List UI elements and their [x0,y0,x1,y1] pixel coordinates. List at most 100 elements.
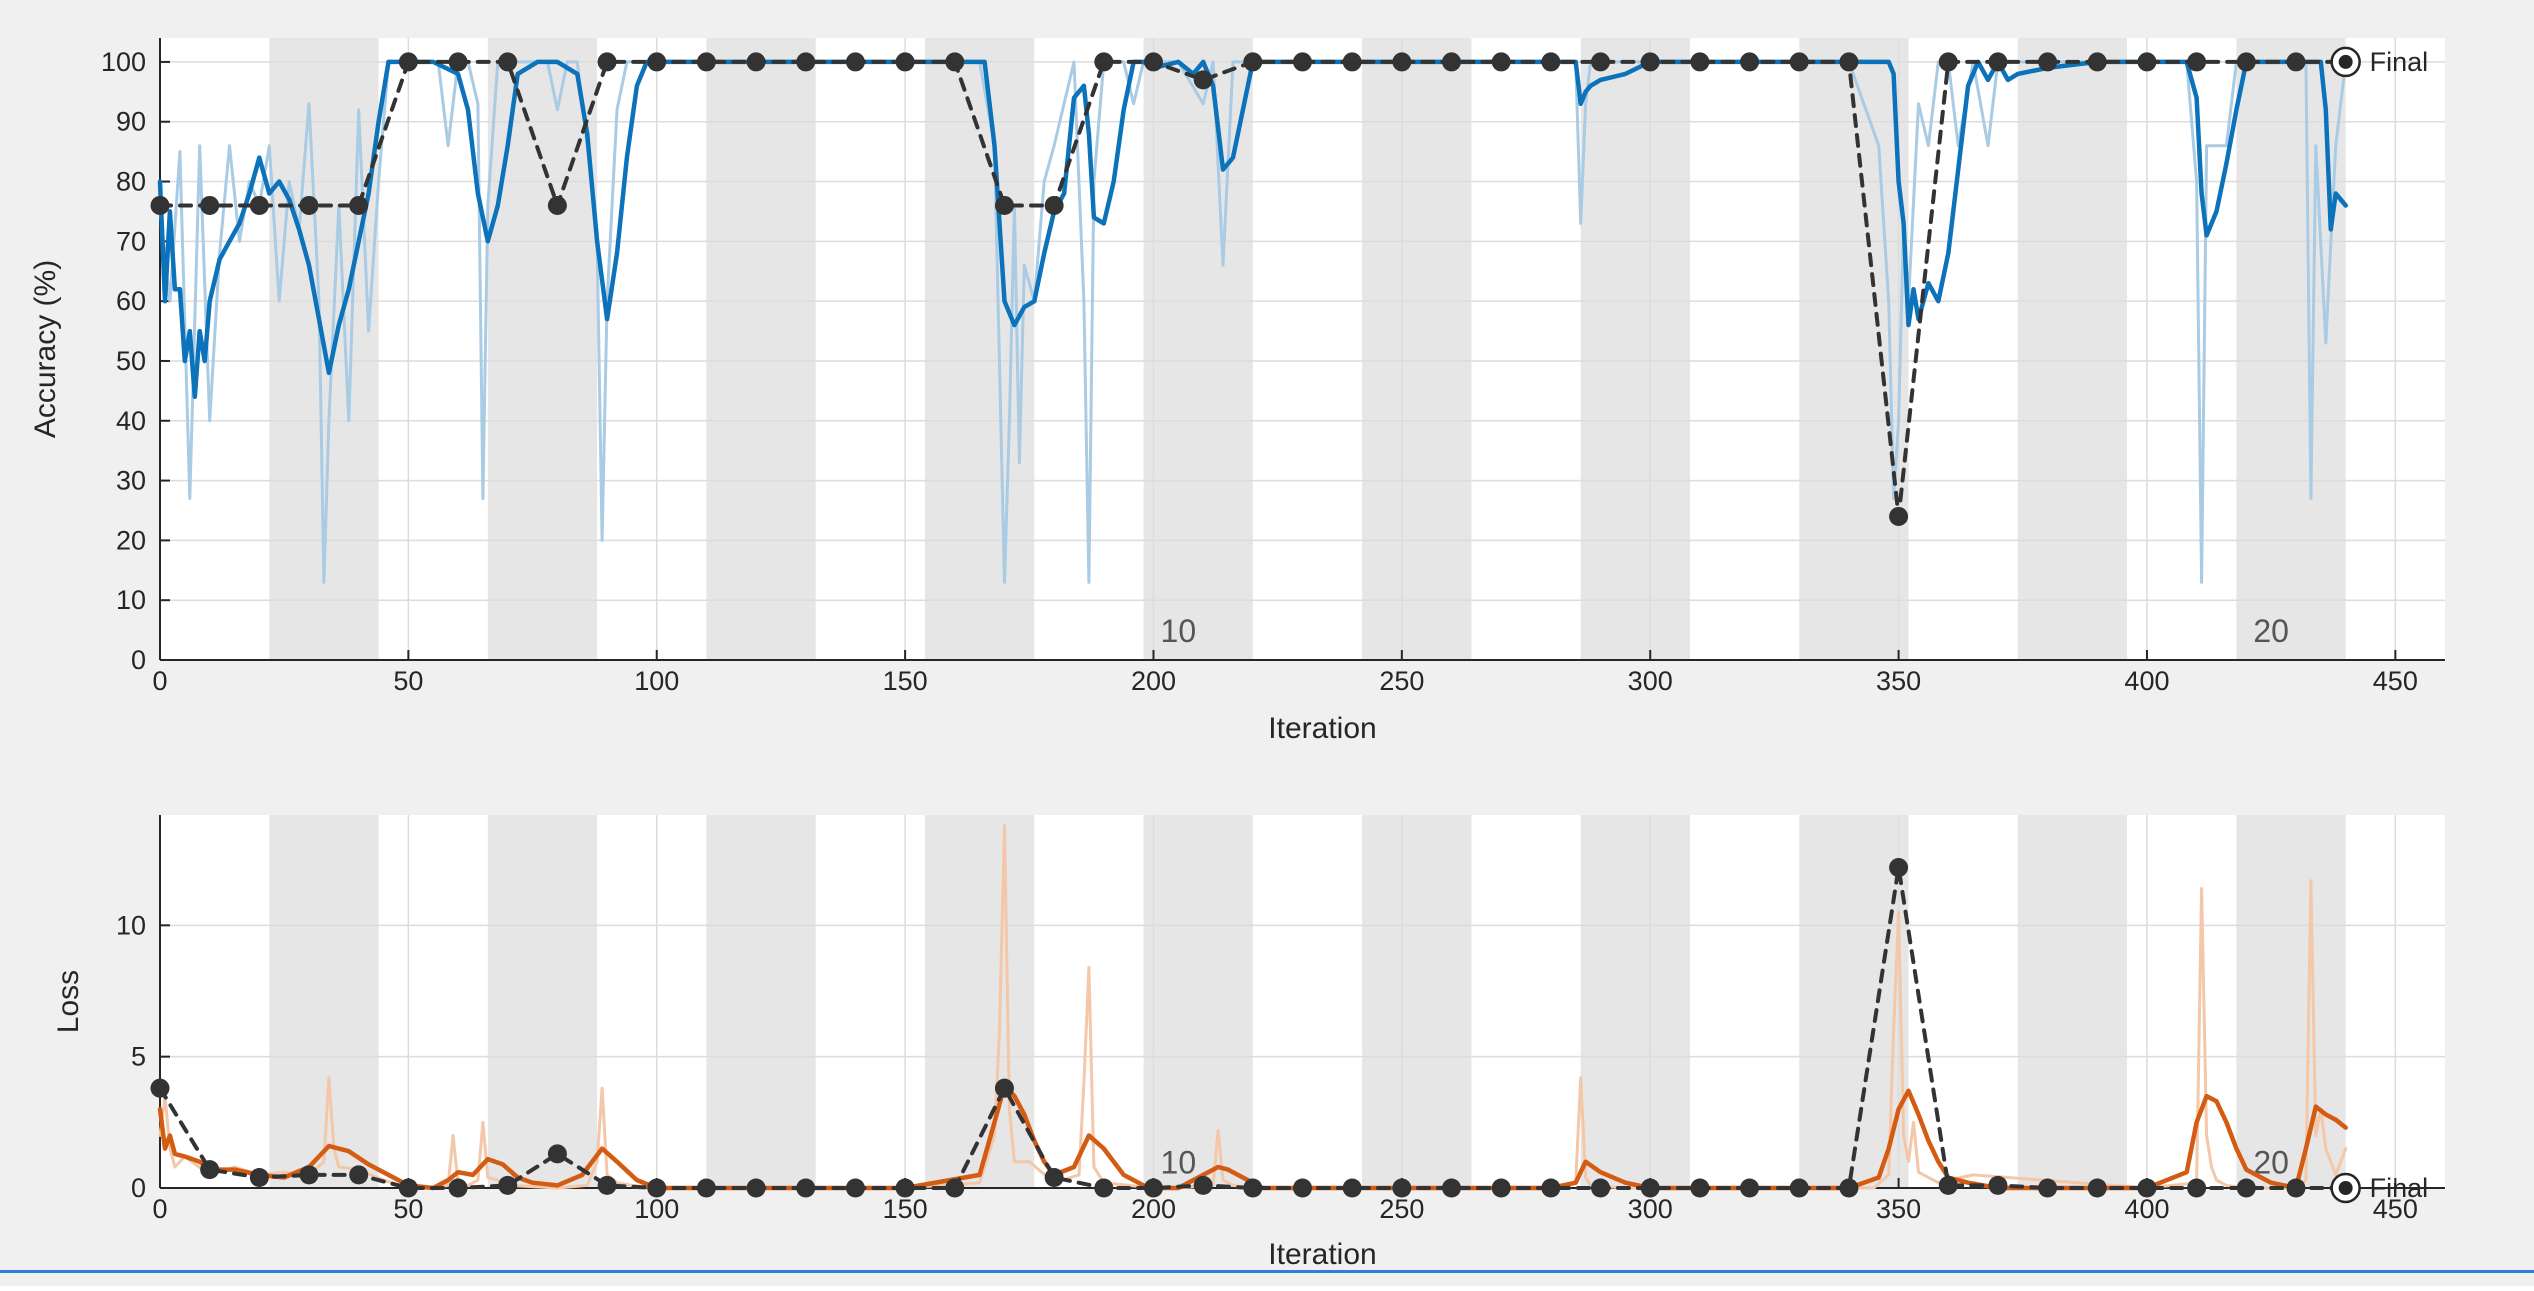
accuracy-validation-point [945,52,965,72]
loss-validation-point [945,1178,965,1198]
accuracy-validation-point [994,195,1014,215]
accuracy-validation-point [746,52,766,72]
accuracy-validation-point [448,52,468,72]
loss-validation-point [1938,1175,1958,1195]
accuracy-y-tick-label: 30 [116,466,146,496]
loss-y-axis-label: Loss [52,970,85,1033]
accuracy-epoch-band [2236,38,2346,660]
accuracy-smoothed-line [157,59,2348,400]
loss-epoch-band [924,815,1035,1188]
loss-validation-point [547,1144,567,1164]
loss-validation-point [1491,1178,1511,1198]
accuracy-validation-point [1094,52,1114,72]
accuracy-epoch-band [706,38,816,660]
accuracy-validation-point [696,52,716,72]
accuracy-validation-point [845,52,865,72]
loss-epoch-band [487,815,598,1188]
loss-validation-point [299,1165,319,1185]
accuracy-validation-point [2286,52,2306,72]
loss-x-tick-label: 0 [152,1194,167,1224]
accuracy-validation-point [597,52,617,72]
loss-epoch-band [1580,815,1690,1188]
loss-validation-point [845,1178,865,1198]
loss-validation-point [994,1078,1014,1098]
accuracy-epoch-band [1362,38,1472,660]
accuracy-validation-point [1342,52,1362,72]
accuracy-validation-point [1988,52,2008,72]
accuracy-validation-point [895,52,915,72]
loss-epoch-label: 10 [1161,1145,1197,1181]
loss-validation-point [1243,1178,1263,1198]
accuracy-final-label: Final [2370,47,2429,77]
accuracy-y-tick-label: 60 [116,286,146,316]
accuracy-x-tick-label: 200 [1131,666,1176,696]
accuracy-x-tick-label: 450 [2373,666,2418,696]
accuracy-validation-point [349,195,369,215]
loss-validation-point [746,1178,766,1198]
loss-epoch-band [2017,815,2128,1188]
loss-validation-point [1839,1178,1859,1198]
loss-epoch-band [706,815,816,1188]
loss-validation-point [1193,1175,1213,1195]
accuracy-validation-point [299,195,319,215]
accuracy-validation-point [1293,52,1312,72]
loss-validation-point [349,1165,369,1185]
loss-validation-point [1740,1178,1760,1198]
accuracy-y-tick-label: 0 [131,645,146,675]
accuracy-validation-point [1889,506,1909,526]
accuracy-y-tick-label: 20 [116,525,146,555]
accuracy-epoch-label: 10 [1161,613,1197,649]
loss-final-marker-dot [2338,1181,2353,1195]
loss-validation-point [1690,1178,1710,1198]
loss-validation-point [2137,1178,2157,1198]
loss-final-label: Final [2370,1173,2429,1203]
accuracy-validation-point [200,195,220,215]
loss-x-tick-label: 400 [2124,1194,2169,1224]
accuracy-y-axis-label: Accuracy (%) [29,260,62,438]
accuracy-x-tick-label: 0 [152,666,167,696]
accuracy-validation-point [2187,52,2207,72]
accuracy-y-tick-label: 70 [116,226,146,256]
loss-x-tick-label: 200 [1131,1194,1176,1224]
accuracy-validation-point [150,195,170,215]
accuracy-validation-point [2236,52,2256,72]
accuracy-y-tick-label: 90 [116,107,146,137]
loss-validation-point [150,1078,170,1098]
accuracy-y-tick-label: 80 [116,167,146,197]
loss-validation-point [1640,1178,1660,1198]
loss-validation-point [498,1175,518,1195]
accuracy-validation-point [1789,52,1809,72]
accuracy-y-tick-label: 10 [116,585,146,615]
accuracy-validation-point [2087,52,2107,72]
loss-epoch-band [269,815,379,1188]
loss-x-tick-label: 250 [1379,1194,1424,1224]
accuracy-y-tick-label: 100 [101,47,146,77]
accuracy-y-tick-label: 50 [116,346,146,376]
loss-validation-point [249,1167,269,1187]
loss-validation-point [1094,1178,1114,1198]
loss-epoch-band [1362,815,1472,1188]
accuracy-validation-point [498,52,518,72]
accuracy-final-marker-dot [2338,54,2353,69]
accuracy-validation-point [2038,52,2058,72]
accuracy-epoch-band [487,38,598,660]
loss-validation-point [1789,1178,1809,1198]
loss-validation-point [2236,1178,2256,1198]
accuracy-x-tick-label: 150 [883,666,928,696]
accuracy-epoch-label: 20 [2253,613,2289,649]
loss-epoch-band [2236,815,2346,1188]
loss-validation-point [1392,1178,1412,1198]
accuracy-validation-point [1392,52,1412,72]
loss-x-axis-label: Iteration [1268,1238,1376,1271]
accuracy-validation-point [1640,52,1660,72]
accuracy-x-tick-label: 300 [1628,666,1673,696]
accuracy-validation-point [1690,52,1710,72]
accuracy-x-tick-label: 250 [1379,666,1424,696]
loss-validation-point [1044,1167,1064,1187]
accuracy-panel: 0 50 100 150 200 250 300 350 400 450 0 10 20 30 40 50 60… [29,38,2445,745]
accuracy-epoch-band [1580,38,1690,660]
loss-validation-point [696,1178,716,1198]
accuracy-validation-point [1740,52,1760,72]
loss-validation-point [1541,1178,1561,1198]
